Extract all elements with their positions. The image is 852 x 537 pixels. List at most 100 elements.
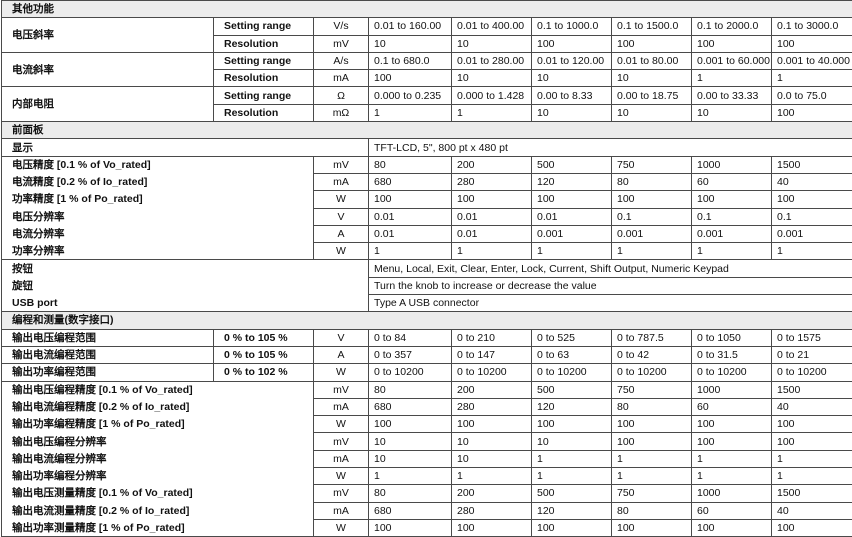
value-cell: 1 <box>691 69 772 88</box>
value-cell: 0.001 <box>691 224 772 244</box>
value-cell: 1 <box>451 467 532 486</box>
table-row: 电压精度 [0.1 % of Vo_rated] mV 80 200 500 750 100… <box>1 155 852 174</box>
sub-label: Setting range <box>213 17 314 36</box>
value-cell: 120 <box>531 172 612 192</box>
value-cell: 0.1 to 2000.0 <box>691 17 772 36</box>
table-row: 电流分辨率 A 0.01 0.01 0.001 0.001 0.001 0.001 <box>1 224 852 244</box>
section-header: 前面板 <box>0 121 852 140</box>
value-cell: 750 <box>611 155 692 174</box>
unit-cell: Ω <box>313 86 369 105</box>
table-row: 电流斜率 Setting range A/s 0.1 to 680.0 0.01 to … <box>1 51 852 88</box>
sub-label: Resolution <box>213 69 314 88</box>
sub-label: Resolution <box>213 103 314 123</box>
table-row: 输出电压测量精度 [0.1 % of Vo_rated] mV 80 200 500 75… <box>1 484 852 503</box>
value-cell: 0.001 <box>531 224 612 244</box>
unit-cell: mV <box>313 484 369 503</box>
table-row: 输出功率测量精度 [1 % of Po_rated] W 100 100 100 100 1… <box>1 518 852 537</box>
unit-cell: mA <box>313 501 369 520</box>
value-cell: 10 <box>368 34 452 53</box>
section-title: 前面板 <box>0 121 852 140</box>
value-cell: 200 <box>451 380 532 399</box>
value-cell: 1 <box>770 242 852 261</box>
row-label: 输出电压编程精度 [0.1 % of Vo_rated] <box>1 380 314 399</box>
value-cell: 1 <box>691 449 772 469</box>
value-cell: 0.01 <box>451 207 532 226</box>
unit-cell: A <box>313 345 369 365</box>
value-cell: 1 <box>611 467 692 486</box>
unit-cell: mA <box>313 69 369 88</box>
value-cell: 80 <box>368 380 452 399</box>
unit-cell: mV <box>313 380 369 399</box>
value-cell: 10 <box>531 69 612 88</box>
value-cell: 500 <box>531 484 612 503</box>
section-header: 其他功能 <box>0 0 852 19</box>
value-cell: 10 <box>451 432 532 451</box>
value-cell: 0.1 <box>770 207 852 226</box>
table-row: 输出电压编程精度 [0.1 % of Vo_rated] mV 80 200 500 75… <box>1 380 852 399</box>
value-cell: 1 <box>368 103 452 123</box>
value-cell: 100 <box>368 415 452 434</box>
value-cell: 100 <box>451 190 532 209</box>
value-cell: 1 <box>451 242 532 261</box>
value-cell: 0.01 to 80.00 <box>611 51 692 71</box>
value-cell: 0.1 <box>691 207 772 226</box>
table-row: 电压斜率 Setting range V/s 0.01 to 160.00 0.01 t… <box>1 17 852 53</box>
value-cell: 0.0 to 75.0 <box>770 86 852 105</box>
value-cell: 0 to 357 <box>368 345 452 365</box>
table-row: 输出功率编程分辨率 W 1 1 1 1 1 1 <box>1 467 852 486</box>
value-cell: 500 <box>531 155 612 174</box>
value-cell: 100 <box>691 34 772 53</box>
row-label: 功率精度 [1 % of Po_rated] <box>1 190 314 209</box>
sub-label: Setting range <box>213 86 314 105</box>
value-cell: 1 <box>611 242 692 261</box>
unit-cell: V/s <box>313 17 369 36</box>
value-cell: 680 <box>368 501 452 520</box>
value-cell: 0.1 <box>611 207 692 226</box>
value-cell: 0 to 84 <box>368 328 452 347</box>
value-cell: 750 <box>611 484 692 503</box>
unit-cell: mΩ <box>313 103 369 123</box>
value-cell: 100 <box>691 415 772 434</box>
row-label: 按钮 <box>1 259 369 278</box>
value-cell: 0.1 to 3000.0 <box>770 17 852 36</box>
table-row: Resolution mΩ 1 1 10 10 10 100 <box>2 103 852 123</box>
value-cell: 0.001 <box>611 224 692 244</box>
table-row: 输出电压编程范围 0 % to 105 % V 0 to 84 0 to 210 0 to… <box>1 328 852 347</box>
value-cell: 10 <box>368 432 452 451</box>
value-cell: 100 <box>770 415 852 434</box>
value-cell: 1500 <box>770 380 852 399</box>
row-label: 旋钮 <box>1 277 369 295</box>
value-cell: 0.01 to 400.00 <box>451 17 532 36</box>
value-cell: 100 <box>451 518 532 537</box>
row-label: 电压精度 [0.1 % of Vo_rated] <box>1 155 314 174</box>
unit-cell: A <box>313 224 369 244</box>
unit-cell: mV <box>313 34 369 53</box>
row-label: 电压斜率 <box>1 17 214 53</box>
value-cell: 0.01 <box>368 224 452 244</box>
value-cell: 10 <box>531 103 612 123</box>
table-row: 输出电流测量精度 [0.2 % of Io_rated] mA 680 280 120 8… <box>1 501 852 520</box>
unit-cell: W <box>313 190 369 209</box>
value-cell: 80 <box>611 397 692 417</box>
table-row: 输出电压编程分辨率 mV 10 10 10 100 100 100 <box>1 432 852 451</box>
value-cell: 280 <box>451 501 532 520</box>
value-cell: 0 to 787.5 <box>611 328 692 347</box>
value-cell: 120 <box>531 501 612 520</box>
value-cell: 100 <box>770 518 852 537</box>
value-cell: 100 <box>531 415 612 434</box>
value-cell: 10 <box>531 432 612 451</box>
table-row: 内部电阻 Setting range Ω 0.000 to 0.235 0.000 to… <box>1 86 852 123</box>
value-cell: 100 <box>368 518 452 537</box>
value-cell: 100 <box>770 34 852 53</box>
unit-cell: W <box>313 242 369 261</box>
value-cell: 80 <box>368 484 452 503</box>
value-cell: 1500 <box>770 155 852 174</box>
value-cell: 100 <box>368 190 452 209</box>
value-cell: 1 <box>770 449 852 469</box>
table-row: 输出电流编程范围 0 % to 105 % A 0 to 357 0 to 147 0 t… <box>1 345 852 365</box>
value-cell: 0 to 210 <box>451 328 532 347</box>
row-label: 输出功率编程精度 [1 % of Po_rated] <box>1 415 314 433</box>
row-label: 内部电阻 <box>1 86 214 123</box>
value-cell: 10 <box>611 69 692 88</box>
